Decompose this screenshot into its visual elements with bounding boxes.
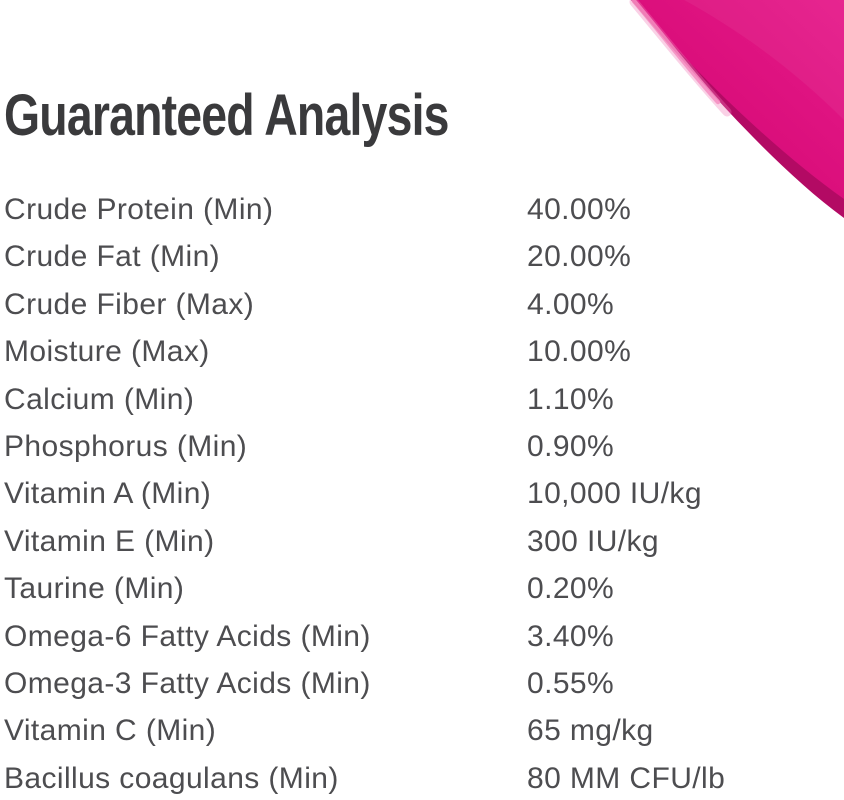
table-row: Crude Protein (Min) 40.00% <box>4 186 840 233</box>
nutrient-label: Taurine (Min) <box>4 572 185 606</box>
nutrient-value: 20.00% <box>527 240 632 274</box>
nutrient-value: 65 mg/kg <box>527 714 654 748</box>
nutrient-label: Omega-3 Fatty Acids (Min) <box>4 666 371 700</box>
nutrient-value: 4.00% <box>527 287 615 321</box>
nutrient-label: Crude Fat (Min) <box>4 240 221 274</box>
table-row: Taurine (Min) 0.20% <box>4 565 840 612</box>
pink-corner-wave-decoration <box>629 0 844 218</box>
nutrient-label: Vitamin E (Min) <box>4 524 215 558</box>
nutrient-label: Moisture (Max) <box>4 335 210 369</box>
nutrient-value: 300 IU/kg <box>527 524 660 558</box>
nutrient-label: Crude Fiber (Max) <box>4 287 255 321</box>
page-title: Guaranteed Analysis <box>4 84 560 148</box>
table-row: Moisture (Max) 10.00% <box>4 328 840 375</box>
table-row: Vitamin C (Min) 65 mg/kg <box>4 707 840 754</box>
table-row: Omega-3 Fatty Acids (Min) 0.55% <box>4 660 840 707</box>
nutrient-label: Calcium (Min) <box>4 382 195 416</box>
nutrient-label: Vitamin C (Min) <box>4 714 217 748</box>
table-row: Bacillus coagulans (Min) 80 MM CFU/lb <box>4 755 840 800</box>
table-row: Crude Fat (Min) 20.00% <box>4 233 840 280</box>
nutrient-value: 40.00% <box>527 193 632 226</box>
table-row: Omega-6 Fatty Acids (Min) 3.40% <box>4 613 840 660</box>
nutrient-table: Crude Protein (Min) 40.00% Crude Fat (Mi… <box>4 186 840 800</box>
table-row: Calcium (Min) 1.10% <box>4 376 840 423</box>
nutrient-value: 10.00% <box>527 335 632 369</box>
nutrient-value: 10,000 IU/kg <box>527 477 702 511</box>
nutrient-value: 0.20% <box>527 572 615 606</box>
nutrient-label: Phosphorus (Min) <box>4 429 248 463</box>
nutrient-value: 1.10% <box>527 382 615 416</box>
nutrient-value: 0.55% <box>527 666 615 700</box>
table-row: Phosphorus (Min) 0.90% <box>4 423 840 470</box>
nutrient-label: Omega-6 Fatty Acids (Min) <box>4 619 371 653</box>
nutrient-label: Bacillus coagulans (Min) <box>4 761 339 795</box>
page-title-text: Guaranteed Analysis <box>4 83 449 148</box>
nutrient-value: 3.40% <box>527 619 615 653</box>
table-row: Vitamin E (Min) 300 IU/kg <box>4 518 840 565</box>
nutrient-label: Crude Protein (Min) <box>4 193 274 226</box>
table-row: Crude Fiber (Max) 4.00% <box>4 281 840 328</box>
nutrient-value: 0.90% <box>527 429 615 463</box>
nutrient-value: 80 MM CFU/lb <box>527 761 726 795</box>
nutrient-label: Vitamin A (Min) <box>4 477 212 511</box>
table-row: Vitamin A (Min) 10,000 IU/kg <box>4 470 840 517</box>
